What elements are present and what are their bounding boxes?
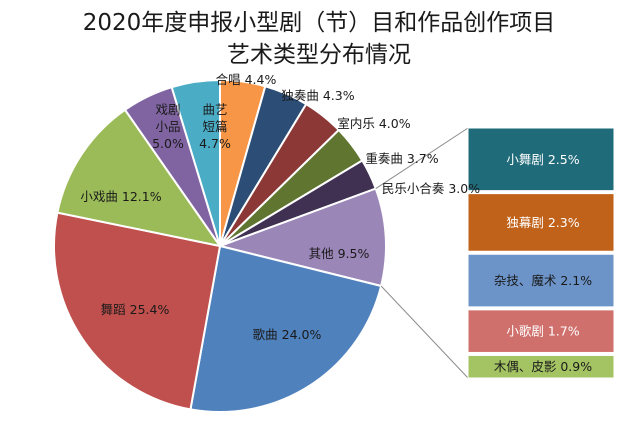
slice-label-10-line-1: 戏剧: [155, 102, 180, 117]
breakdown-connectors: [375, 127, 469, 379]
pie-slice-6: [216, 187, 387, 288]
pie-slice-7: [189, 244, 383, 413]
pie-slices: [53, 78, 387, 413]
slice-label-9: 小戏曲 12.1%: [80, 189, 161, 204]
breakdown-label-4: 小歌剧 1.7%: [506, 324, 579, 339]
breakdown-label-2: 独幕剧 2.3%: [506, 215, 579, 230]
slice-label-5: 民乐小合奏 3.0%: [382, 181, 480, 196]
slice-label-11-line-3: 4.7%: [199, 136, 231, 151]
breakdown-label-1: 小舞剧 2.5%: [506, 152, 579, 167]
breakdown-bar-segment-3: [467, 253, 615, 308]
slice-labels: 合唱 4.4% 独奏曲 4.3% 室内乐 4.0% 重奏曲 3.7% 民乐小合奏 3.0…: [80, 72, 480, 342]
slice-label-4: 重奏曲 3.7%: [365, 151, 438, 166]
slice-label-1: 合唱 4.4%: [216, 72, 277, 87]
slice-label-7: 歌曲 24.0%: [253, 327, 322, 342]
slice-label-8: 舞蹈 25.4%: [101, 302, 170, 317]
breakdown-bar: 小舞剧 2.5% 独幕剧 2.3% 杂技、魔术 2.1% 小歌剧 1.7% 木偶、皮影 …: [467, 127, 615, 379]
breakdown-bar-segment-5: [467, 354, 615, 379]
connector-line-1: [375, 127, 469, 190]
slice-label-6: 其他 9.5%: [309, 246, 370, 261]
breakdown-bar-segment-1: [467, 127, 615, 192]
breakdown-bar-segment-2: [467, 193, 615, 252]
slice-label-11-line-1: 曲艺: [202, 102, 227, 117]
breakdown-label-5: 木偶、皮影 0.9%: [494, 359, 592, 374]
slice-label-10-line-3: 5.0%: [152, 136, 184, 151]
breakdown-label-3: 杂技、魔术 2.1%: [494, 273, 592, 288]
chart-title-line-2: 艺术类型分布情况: [227, 42, 411, 68]
pie-slice-8: [53, 211, 222, 411]
pie-slice-11: [170, 78, 221, 247]
slice-label-11-line-2: 短篇: [202, 119, 227, 134]
pie-slice-9: [56, 108, 223, 248]
slice-label-3: 室内乐 4.0%: [337, 116, 410, 131]
connector-line-2: [380, 285, 469, 379]
slice-label-10-line-2: 小品: [155, 119, 180, 134]
breakdown-bar-segment-4: [467, 309, 615, 353]
slice-label-2: 独奏曲 4.3%: [281, 88, 354, 103]
chart-title-line-1: 2020年度申报小型剧（节）目和作品创作项目: [83, 10, 556, 36]
